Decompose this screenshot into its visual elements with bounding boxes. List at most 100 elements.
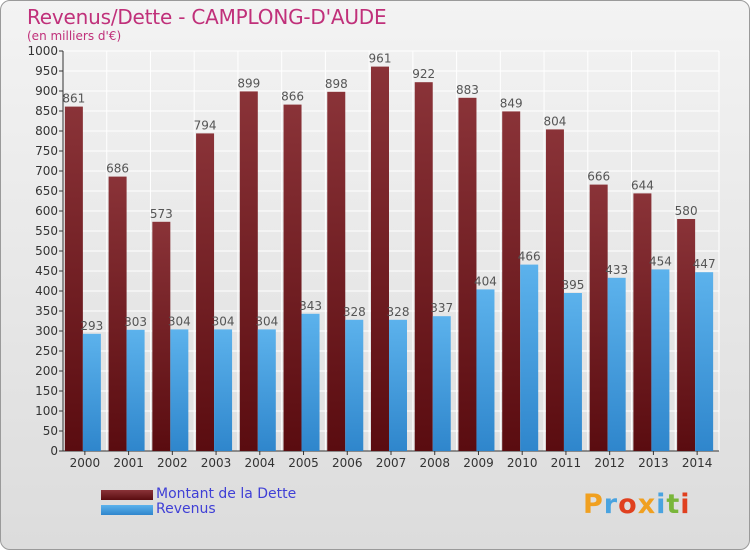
revenue-bar-value-label: 328	[343, 305, 366, 319]
debt-bar-value-label: 794	[194, 118, 217, 132]
bars	[64, 66, 714, 452]
debt-bar-value-label: 861	[62, 92, 85, 106]
debt-bar	[152, 221, 171, 451]
y-tick-label: 350	[35, 304, 58, 318]
debt-bar	[677, 219, 696, 451]
x-tick-label: 2000	[70, 456, 101, 470]
y-tick-label: 550	[35, 224, 58, 238]
y-tick-label: 800	[35, 124, 58, 138]
y-tick-label: 850	[35, 104, 58, 118]
x-tick-label: 2009	[463, 456, 494, 470]
revenue-bar-value-label: 328	[387, 305, 410, 319]
revenue-bar-value-label: 466	[518, 250, 541, 264]
y-tick-label: 50	[43, 424, 58, 438]
revenue-bar-value-label: 454	[649, 254, 672, 268]
debt-bar	[589, 184, 608, 451]
y-tick-label: 150	[35, 384, 58, 398]
debt-bar	[371, 66, 389, 451]
revenue-bar	[607, 277, 626, 451]
revenue-bar	[476, 289, 495, 451]
revenue-bar-value-label: 337	[430, 301, 453, 315]
debt-bar	[64, 106, 83, 451]
revenue-bar-value-label: 304	[212, 314, 235, 328]
debt-bar-value-label: 644	[631, 178, 654, 192]
revenue-bar	[82, 333, 101, 451]
debt-bar	[108, 176, 127, 451]
logo-letter: P	[583, 489, 604, 520]
y-tick-label: 250	[35, 344, 58, 358]
legend-label-revenue: Revenus	[156, 501, 216, 517]
revenue-bar-value-label: 304	[168, 314, 191, 328]
revenue-bar-value-label: 395	[561, 278, 584, 292]
legend-label-debt: Montant de la Dette	[156, 486, 297, 502]
y-tick-label: 400	[35, 284, 58, 298]
debt-bar-value-label: 922	[412, 67, 435, 81]
debt-bar	[502, 111, 521, 452]
logo-letter: t	[666, 489, 681, 520]
debt-bar-value-label: 804	[543, 114, 566, 128]
revenue-bar	[126, 329, 145, 451]
x-tick-label: 2005	[288, 456, 319, 470]
y-tick-label: 700	[35, 164, 58, 178]
debt-bar	[414, 82, 433, 451]
revenue-bar	[695, 272, 714, 451]
legend-swatch-revenue	[101, 505, 153, 515]
labels: 0 50 100 150 200 250 300 350 400 450 500 550 600 650 7…	[27, 44, 715, 470]
revenue-bar	[257, 329, 276, 451]
x-tick-label: 2012	[594, 456, 625, 470]
x-tick-label: 2014	[682, 456, 713, 470]
debt-bar	[283, 104, 302, 451]
logo-letter: i	[680, 489, 691, 520]
logo-letter: i	[656, 489, 667, 520]
debt-bar-value-label: 580	[675, 204, 698, 218]
revenue-bar	[214, 329, 233, 451]
revenue-bar	[520, 264, 539, 451]
debt-bar-value-label: 686	[106, 162, 129, 176]
revenue-bar	[301, 313, 320, 451]
proxiti-logo: Proxiti	[583, 489, 691, 520]
revenue-bar-value-label: 304	[255, 314, 278, 328]
x-tick-label: 2001	[113, 456, 144, 470]
revenue-bar-value-label: 343	[299, 299, 322, 313]
revenue-bar-value-label: 303	[124, 315, 147, 329]
x-tick-label: 2003	[201, 456, 232, 470]
y-tick-label: 600	[35, 204, 58, 218]
x-tick-label: 2007	[376, 456, 407, 470]
x-tick-label: 2011	[551, 456, 582, 470]
debt-bar-value-label: 898	[325, 77, 348, 91]
revenue-bar	[432, 316, 451, 451]
revenue-bar-value-label: 404	[474, 274, 497, 288]
revenue-bar	[170, 329, 189, 451]
debt-bar-value-label: 666	[587, 170, 610, 184]
debt-bar-value-label: 899	[237, 76, 260, 90]
debt-bar	[458, 97, 477, 452]
logo-letter: x	[637, 489, 657, 520]
chart-title: Revenus/Dette - CAMPLONG-D'AUDE	[27, 5, 387, 29]
debt-bar	[545, 129, 564, 451]
y-tick-label: 200	[35, 364, 58, 378]
x-tick-label: 2004	[245, 456, 276, 470]
logo-letter: r	[603, 489, 619, 520]
debt-bar-value-label: 961	[369, 52, 392, 66]
revenue-bar-value-label: 293	[80, 319, 103, 333]
y-tick-label: 100	[35, 404, 58, 418]
legend-swatch-debt	[101, 490, 153, 500]
revenue-bar-value-label: 447	[693, 257, 716, 271]
y-tick-label: 750	[35, 144, 58, 158]
revenue-bar	[563, 293, 582, 451]
x-tick-label: 2010	[507, 456, 538, 470]
y-tick-label: 500	[35, 244, 58, 258]
debt-bar	[196, 133, 215, 451]
y-tick-label: 450	[35, 264, 58, 278]
y-tick-label: 900	[35, 84, 58, 98]
x-tick-label: 2002	[157, 456, 188, 470]
debt-bar	[633, 193, 652, 451]
y-tick-label: 0	[50, 444, 58, 458]
y-tick-label: 950	[35, 64, 58, 78]
y-tick-label: 650	[35, 184, 58, 198]
debt-bar-value-label: 866	[281, 90, 304, 104]
y-tick-label: 1000	[27, 44, 58, 58]
debt-bar	[239, 91, 258, 452]
